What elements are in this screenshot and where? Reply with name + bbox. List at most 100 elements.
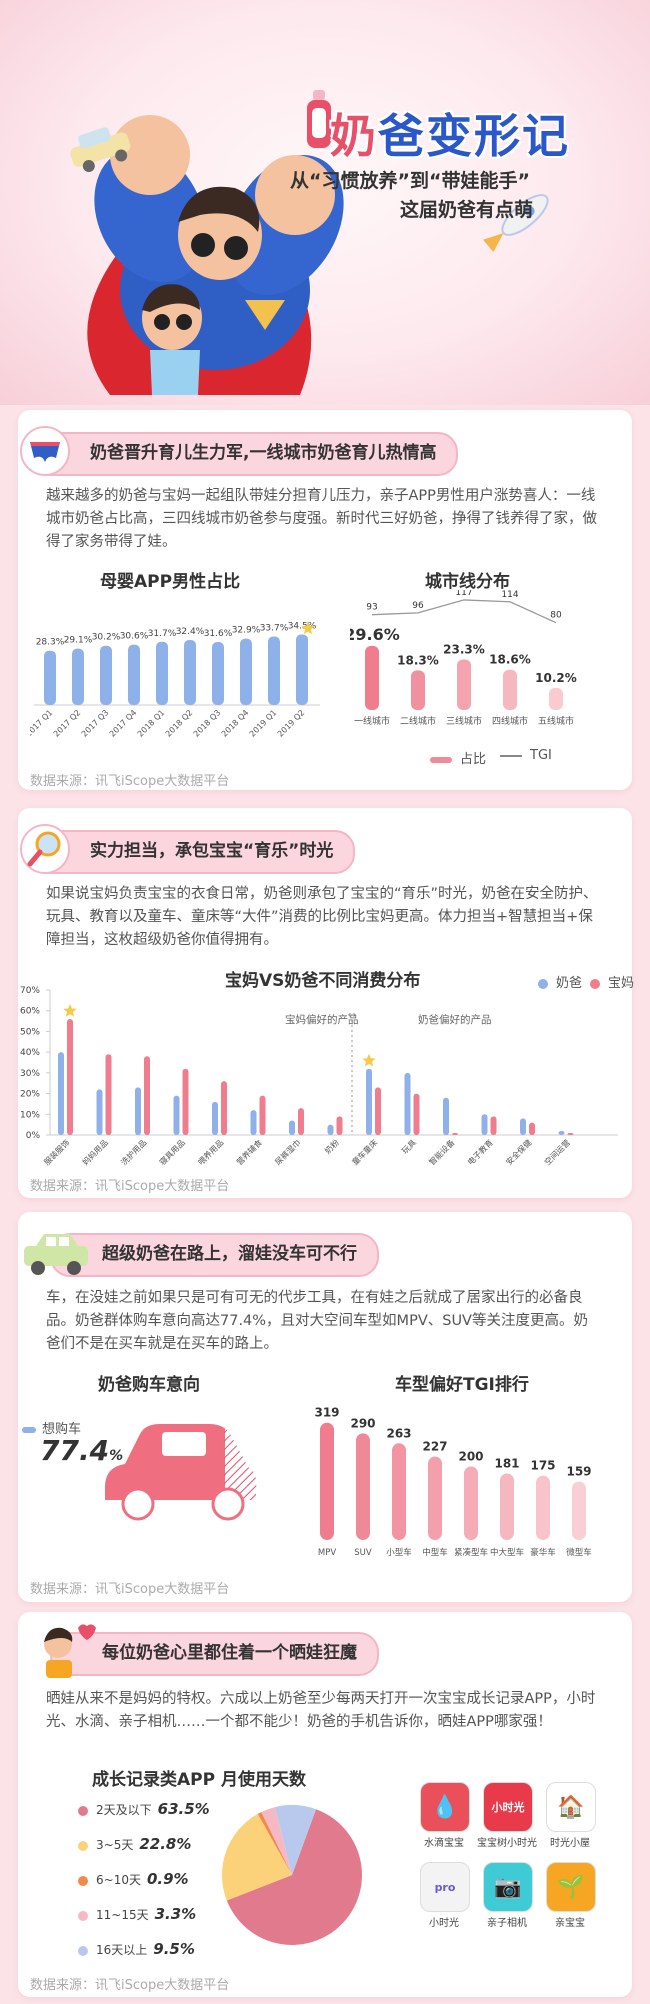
bar-car-tgi (428, 1456, 442, 1540)
legend-dot (78, 1910, 88, 1921)
purchase-intent-title: 奶爸购车意向 (98, 1375, 200, 1395)
bar-car-tgi (320, 1422, 334, 1540)
tgi-label: 117 (455, 590, 472, 598)
bar-dad (443, 1097, 449, 1135)
data-label: 33.7% (260, 624, 289, 634)
bar-dad (558, 1130, 565, 1135)
bar-male-share (212, 642, 224, 705)
y-tick-label: 30% (20, 1069, 40, 1079)
tick-label: 喂养用品 (196, 1137, 226, 1167)
section-1-banner: 奶爸晋升育儿生力军,一线城市奶爸育儿热情高 (30, 432, 459, 476)
legend-label: 6~10天 (96, 1873, 141, 1887)
app-icon-6[interactable]: 🌱 (546, 1862, 596, 1912)
y-tick-label: 70% (20, 986, 40, 996)
chart-consumption-title: 宝妈VS奶爸不同消费分布 (225, 971, 421, 991)
bar-male-share (240, 638, 252, 705)
bar-dad (250, 1110, 257, 1135)
app-glyph: 小时光 (491, 1801, 525, 1814)
tick-label: 2017 Q1 (30, 708, 54, 739)
app-icon-4[interactable]: pro (420, 1862, 470, 1912)
pie-slice (221, 1813, 292, 1901)
tick-label: 2017 Q3 (80, 708, 111, 739)
tick-label: 中型车 (422, 1547, 448, 1558)
chart-app-usage-title: 成长记录类APP 月使用天数 (92, 1770, 306, 1790)
bar-mom (144, 1056, 150, 1135)
bar-dad (327, 1124, 334, 1135)
legend-value: 9.5% (153, 1940, 195, 1958)
dad-preference-label: 奶爸偏好的产品 (418, 1014, 492, 1026)
app-icon-3[interactable]: 🏠 (546, 1782, 596, 1832)
page-title: 奶爸变形记 (330, 109, 570, 163)
legend-label: 16天以上 (96, 1943, 148, 1957)
tgi-label: 80 (550, 611, 562, 621)
legend-dot (78, 1840, 88, 1851)
tick-label: 豪华车 (530, 1547, 556, 1558)
app-label: 小时光 (429, 1918, 459, 1929)
legend-value: 0.9% (146, 1870, 189, 1888)
chart-consumption: 0% 10% 20% 30% 40% 50% 60% 70% ↔ 服装服饰 妈妈用品 洗护用品 寝具用品… (20, 986, 618, 1167)
data-label: 290 (350, 1416, 375, 1430)
tgi-label: 93 (366, 603, 377, 613)
intent-value: 77.4% (40, 1434, 124, 1467)
bar-car-tgi (356, 1433, 370, 1540)
tick-label: 小型车 (386, 1547, 412, 1558)
y-tick-label: 10% (20, 1110, 40, 1120)
tick-label: 童车童床 (350, 1137, 380, 1167)
underwear-icon (20, 426, 70, 476)
bar-mom (529, 1122, 535, 1135)
tick-label: 二线城市 (400, 715, 436, 727)
data-label: 31.7% (148, 629, 177, 639)
bar-dad (96, 1089, 103, 1135)
app-glyph: pro (434, 1880, 456, 1894)
tick-label: 电子教育 (465, 1137, 495, 1167)
pie-slice (274, 1804, 316, 1875)
tgi-line (371, 599, 557, 624)
bar-male-share (296, 634, 308, 705)
data-label: 18.6% (489, 653, 531, 667)
star-icon (63, 1004, 77, 1017)
bar-mom (490, 1116, 497, 1135)
pie-slice (257, 1812, 292, 1875)
tick-label: 服装服饰 (42, 1137, 72, 1167)
app-label: 亲子相机 (487, 1918, 527, 1929)
app-label: 时光小屋 (550, 1838, 590, 1849)
tick-label: 尿裤湿巾 (273, 1137, 303, 1167)
bar-dad (135, 1087, 141, 1135)
bar-dad (366, 1068, 372, 1135)
pie-legend-item: 16天以上 9.5% (78, 1940, 195, 1958)
bar-car-tgi (464, 1466, 478, 1540)
car-icon (24, 1234, 88, 1275)
intent-legend: 想购车 (22, 1418, 81, 1437)
bar-male-share (128, 644, 140, 705)
section-1-source: 数据来源：讯飞iScope大数据平台 (30, 774, 230, 789)
app-icon-2[interactable]: 小时光 (483, 1782, 533, 1832)
app-glyph: 💧 (431, 1794, 459, 1820)
bar-mom (567, 1132, 574, 1135)
data-label: 10.2% (535, 671, 577, 685)
bar-mom (452, 1132, 458, 1135)
chart-male-share-title: 母婴APP男性占比 (100, 572, 241, 592)
pie-slice (226, 1809, 362, 1945)
data-label: 28.3% (36, 638, 65, 648)
tick-label: SUV (354, 1548, 372, 1558)
tick-label: 2017 Q2 (52, 708, 83, 739)
app-icon-1[interactable]: 💧 (420, 1782, 470, 1832)
bar-city-share (365, 645, 379, 710)
y-tick-label: 50% (20, 1027, 40, 1037)
data-label: 227 (422, 1440, 447, 1454)
chart-app-usage-pie (221, 1804, 362, 1945)
tick-label: 三线城市 (446, 715, 482, 727)
bar-dad (481, 1114, 488, 1135)
app-icon-5[interactable]: 📷 (483, 1862, 533, 1912)
tick-label: MPV (318, 1548, 336, 1558)
tick-label: 2019 Q2 (276, 708, 307, 739)
tick-label: 2018 Q2 (164, 708, 195, 739)
tick-label: 2018 Q1 (136, 708, 167, 739)
legend-mom: 宝妈 (590, 972, 634, 991)
bar-city-share (503, 669, 517, 710)
mom-preference-label: 宝妈偏好的产品 (285, 1014, 359, 1026)
data-label: 175 (530, 1459, 555, 1473)
chart-car-tgi-title: 车型偏好TGI排行 (395, 1375, 529, 1395)
bar-mom (259, 1095, 266, 1135)
data-label: 29.1% (64, 636, 93, 646)
